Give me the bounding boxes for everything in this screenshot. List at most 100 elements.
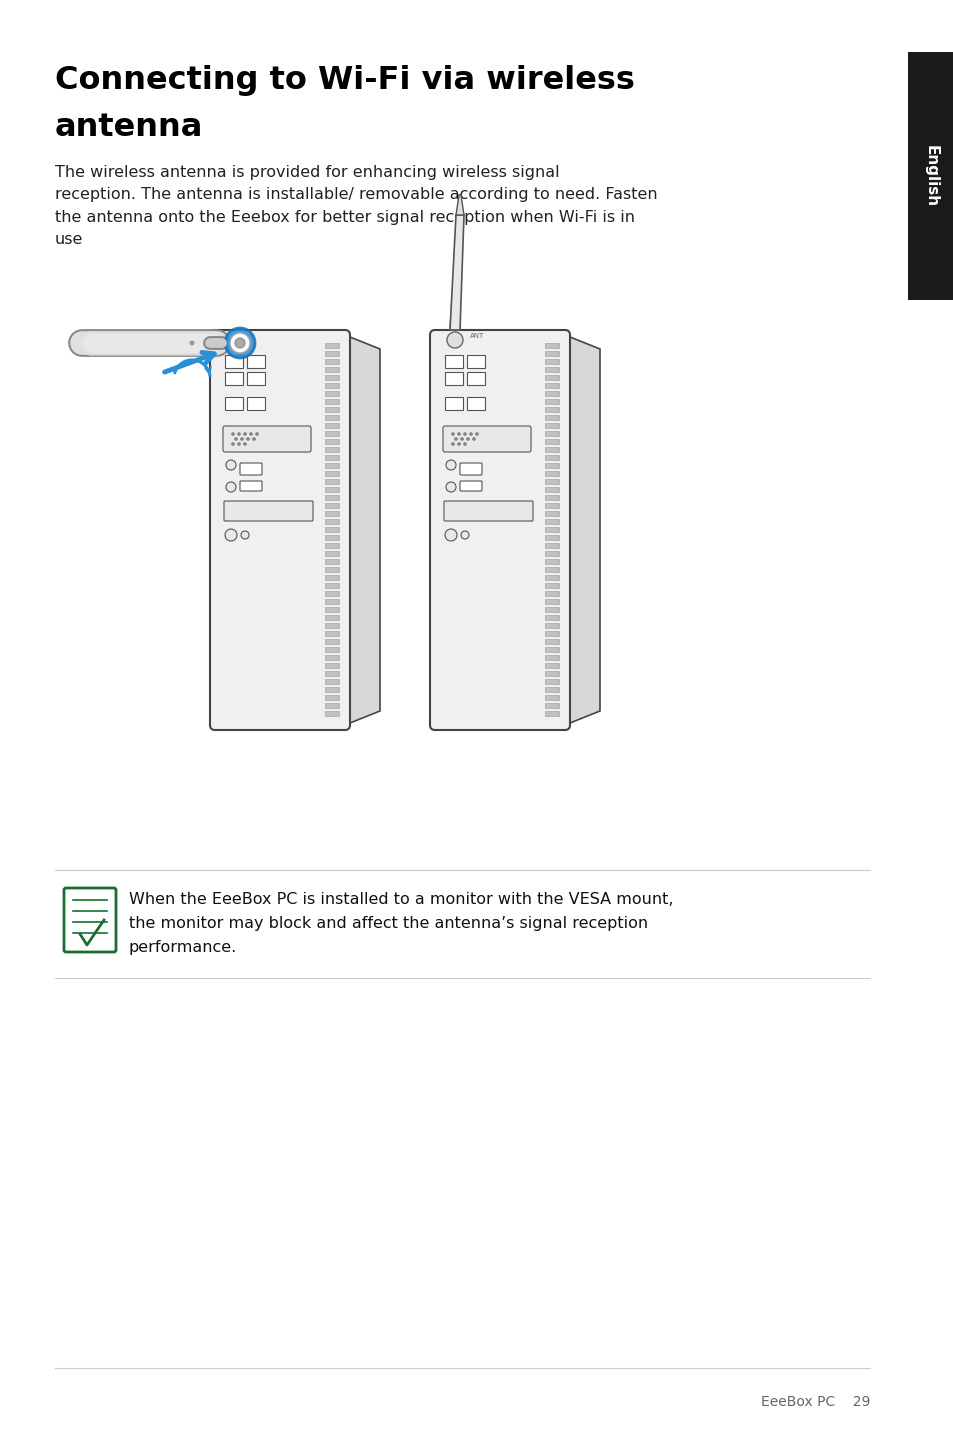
Bar [544, 526, 558, 532]
Bar [544, 607, 558, 613]
FancyBboxPatch shape [223, 426, 311, 452]
Bar [325, 431, 338, 436]
Bar [544, 591, 558, 595]
Bar [325, 544, 338, 548]
FancyBboxPatch shape [64, 889, 116, 952]
Bar [544, 416, 558, 420]
Bar [325, 647, 338, 651]
Bar [544, 503, 558, 508]
Bar [544, 367, 558, 372]
Bar [325, 398, 338, 404]
Bar [247, 397, 265, 410]
Bar [544, 391, 558, 395]
Polygon shape [345, 335, 379, 725]
Circle shape [451, 433, 454, 436]
Circle shape [463, 443, 466, 446]
Circle shape [226, 482, 235, 492]
Bar [325, 375, 338, 380]
Bar [247, 372, 265, 385]
Bar [444, 397, 462, 410]
Bar [325, 582, 338, 588]
Bar [325, 654, 338, 660]
Bar [325, 439, 338, 444]
Circle shape [190, 341, 194, 345]
Bar [325, 391, 338, 395]
Bar [907, 52, 953, 301]
FancyBboxPatch shape [224, 500, 313, 521]
FancyBboxPatch shape [430, 329, 569, 731]
Bar [544, 431, 558, 436]
Bar [325, 360, 338, 364]
Bar [325, 575, 338, 580]
Bar [325, 710, 338, 716]
Circle shape [463, 433, 466, 436]
Bar [325, 367, 338, 372]
Circle shape [466, 437, 469, 440]
Bar [544, 495, 558, 500]
Bar [544, 535, 558, 541]
Bar [544, 679, 558, 684]
Bar [325, 407, 338, 413]
Bar [325, 487, 338, 492]
Bar [544, 351, 558, 357]
Bar [544, 567, 558, 572]
Bar [325, 623, 338, 628]
Bar [325, 687, 338, 692]
Bar [544, 472, 558, 476]
Bar [325, 351, 338, 357]
Circle shape [232, 443, 234, 446]
Circle shape [225, 529, 236, 541]
Circle shape [457, 443, 460, 446]
Bar [325, 567, 338, 572]
Bar [467, 372, 484, 385]
Bar [325, 472, 338, 476]
Circle shape [454, 437, 457, 440]
Bar [225, 397, 243, 410]
FancyBboxPatch shape [210, 329, 350, 731]
Bar [325, 344, 338, 348]
Bar [544, 423, 558, 429]
Bar [544, 447, 558, 452]
Bar [467, 355, 484, 368]
Bar [544, 710, 558, 716]
Bar [325, 495, 338, 500]
Circle shape [241, 531, 249, 539]
Bar [544, 454, 558, 460]
Bar [325, 423, 338, 429]
Circle shape [469, 433, 472, 436]
FancyBboxPatch shape [459, 463, 481, 475]
Bar [544, 582, 558, 588]
Text: The wireless antenna is provided for enhancing wireless signal: The wireless antenna is provided for enh… [55, 165, 559, 180]
Bar [544, 519, 558, 523]
Bar [544, 687, 558, 692]
Circle shape [457, 433, 460, 436]
Polygon shape [564, 335, 599, 725]
Circle shape [444, 529, 456, 541]
Bar [544, 638, 558, 644]
Bar [544, 383, 558, 388]
Bar [225, 355, 243, 368]
Circle shape [472, 437, 475, 440]
Circle shape [225, 328, 254, 358]
Bar [325, 559, 338, 564]
Bar [544, 439, 558, 444]
Bar [247, 355, 265, 368]
Bar [467, 397, 484, 410]
Bar [544, 544, 558, 548]
FancyBboxPatch shape [240, 480, 262, 490]
Circle shape [237, 433, 240, 436]
Circle shape [250, 433, 253, 436]
Bar [544, 551, 558, 557]
Bar [544, 663, 558, 669]
Bar [325, 663, 338, 669]
Bar [544, 479, 558, 485]
Circle shape [451, 443, 454, 446]
FancyBboxPatch shape [443, 500, 533, 521]
Circle shape [460, 531, 469, 539]
Text: performance.: performance. [129, 940, 237, 955]
Bar [325, 510, 338, 516]
Circle shape [255, 433, 258, 436]
Circle shape [447, 332, 462, 348]
Text: When the EeeBox PC is installed to a monitor with the VESA mount,: When the EeeBox PC is installed to a mon… [129, 892, 673, 907]
Bar [325, 503, 338, 508]
